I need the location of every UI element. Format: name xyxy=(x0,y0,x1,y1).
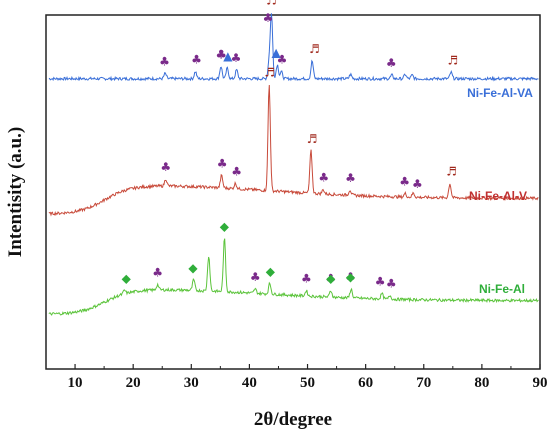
trace-ni-fe-al-v xyxy=(48,84,539,217)
series-label: Ni-Fe-Al-VA xyxy=(467,86,533,100)
club-marker: ♣ xyxy=(250,270,261,284)
diamond-marker: ◆ xyxy=(266,264,276,278)
club-marker: ♣ xyxy=(325,272,336,286)
club-marker: ♣ xyxy=(160,160,171,174)
diamond-marker: ◆ xyxy=(346,270,356,284)
trace-ni-fe-al-va xyxy=(48,13,539,82)
triangle-marker: ▲ xyxy=(272,46,282,60)
club-marker: ♣ xyxy=(345,270,356,284)
note-marker: ♬ xyxy=(307,132,318,146)
club-marker: ♣ xyxy=(216,47,227,61)
club-marker: ♣ xyxy=(375,275,386,289)
diamond-marker: ◆ xyxy=(326,272,336,286)
note-marker: ♬ xyxy=(266,0,277,8)
note-marker: ♬ xyxy=(264,66,275,80)
diamond-marker: ◆ xyxy=(188,261,198,275)
series-labels: Ni-Fe-Al-VA Ni-Fe-Al-V Ni-Fe-Al xyxy=(467,86,533,296)
club-marker: ♣ xyxy=(152,266,163,280)
club-marker: ♣ xyxy=(231,164,242,178)
club-marker: ♣ xyxy=(277,53,288,67)
club-marker: ♣ xyxy=(399,174,410,188)
note-marker: ♬ xyxy=(309,42,320,56)
diamond-marker: ◆ xyxy=(220,220,230,234)
club-marker: ♣ xyxy=(318,171,329,185)
club-marker: ♣ xyxy=(412,177,423,191)
traces xyxy=(48,13,539,316)
club-marker: ♣ xyxy=(191,53,202,67)
x-tick-label: 60 xyxy=(358,375,373,391)
club-marker: ♣ xyxy=(231,51,242,65)
series-label: Ni-Fe-Al xyxy=(479,282,525,296)
x-tick-label: 90 xyxy=(533,375,548,391)
club-marker: ♣ xyxy=(386,277,397,291)
note-marker: ♬ xyxy=(447,53,458,67)
club-marker: ♣ xyxy=(263,11,274,25)
club-marker: ♣ xyxy=(301,272,312,286)
peak-markers: ♣ ♣ ♣♣▲♣♬♣▲♣♬♣ ♬♬♣ ♣♣♬♣ ♣ ♣ ♣♬◆ ♣ ◆◆♣ ◆♣ ♣◆ ♣◆ ♣ ♣ xyxy=(122,0,459,291)
note-marker: ♬ xyxy=(446,165,457,179)
triangle-marker: ▲ xyxy=(223,49,233,63)
y-axis-title: Intentisity (a.u.) xyxy=(5,127,26,257)
x-tick-label: 70 xyxy=(416,375,431,391)
x-tick-label: 50 xyxy=(300,375,315,391)
x-tick-label: 20 xyxy=(126,375,141,391)
x-tick-label: 30 xyxy=(184,375,199,391)
x-axis-title: 2θ/degree xyxy=(254,409,332,430)
club-marker: ♣ xyxy=(159,54,170,68)
series-label: Ni-Fe-Al-V xyxy=(469,189,527,203)
club-marker: ♣ xyxy=(345,171,356,185)
club-marker: ♣ xyxy=(216,47,227,61)
club-marker: ♣ xyxy=(217,156,228,170)
diamond-marker: ◆ xyxy=(122,271,132,285)
plot-frame xyxy=(45,14,541,370)
x-tick-label: 80 xyxy=(474,375,489,391)
club-marker: ♣ xyxy=(386,56,397,70)
x-tick-label: 40 xyxy=(242,375,257,391)
trace-ni-fe-al xyxy=(48,238,539,316)
x-tick-label: 10 xyxy=(68,375,83,391)
x-axis-ticks: 10 20 30 40 50 60 70 80 90 xyxy=(45,364,548,391)
